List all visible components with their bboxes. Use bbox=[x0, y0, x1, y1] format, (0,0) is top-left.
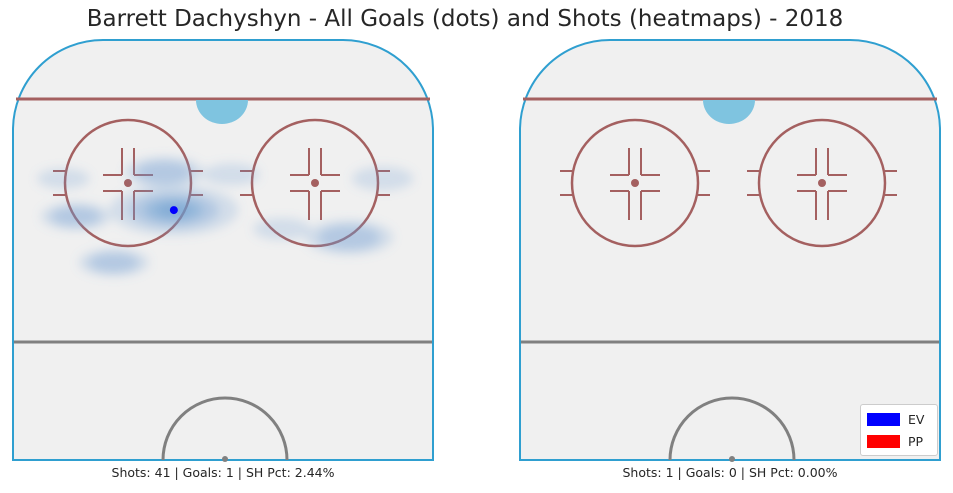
legend-label-pp: PP bbox=[908, 433, 924, 449]
left-left-faceoff-dot bbox=[124, 179, 132, 187]
left-rink-boards bbox=[12, 39, 434, 461]
chart-title: Barrett Dachyshyn - All Goals (dots) and… bbox=[86, 6, 844, 32]
left-right-faceoff-dot bbox=[311, 179, 319, 187]
left-rink-caption: Shots: 41 | Goals: 1 | SH Pct: 2.44% bbox=[111, 465, 335, 480]
right-rink-boards bbox=[519, 39, 941, 461]
shot-density-contour bbox=[202, 163, 260, 186]
legend-swatch-ev bbox=[867, 412, 900, 426]
right-left-faceoff-dot bbox=[631, 179, 639, 187]
legend-item-ev: EV bbox=[867, 408, 931, 430]
left-goal-crease bbox=[196, 100, 248, 124]
legend-label-ev: EV bbox=[908, 411, 925, 427]
right-center-circle bbox=[668, 396, 796, 461]
legend-item-pp: PP bbox=[867, 430, 931, 452]
right-rink-caption: Shots: 1 | Goals: 0 | SH Pct: 0.00% bbox=[622, 465, 838, 480]
right-right-faceoff-dot bbox=[818, 179, 826, 187]
legend-swatch-pp bbox=[867, 434, 900, 448]
shot-density-contour bbox=[351, 166, 414, 191]
shot-density-contour bbox=[136, 161, 193, 184]
shot-density-contour bbox=[253, 217, 311, 241]
right-center-dot bbox=[729, 456, 735, 462]
left-center-dot bbox=[222, 456, 228, 462]
right-goal-crease bbox=[703, 100, 755, 124]
shot-density-contour bbox=[37, 168, 90, 189]
right-rink bbox=[519, 39, 941, 462]
legend: EV PP bbox=[860, 404, 938, 456]
left-center-circle bbox=[161, 396, 289, 461]
right-right-faceoff-circle bbox=[757, 118, 887, 248]
shot-density-contour bbox=[89, 252, 139, 273]
shot-density-contour bbox=[318, 225, 380, 250]
right-left-faceoff-circle bbox=[570, 118, 700, 248]
shot-density-contour bbox=[51, 206, 101, 227]
left-rink bbox=[12, 39, 434, 462]
goal-dot-ev bbox=[169, 206, 178, 215]
